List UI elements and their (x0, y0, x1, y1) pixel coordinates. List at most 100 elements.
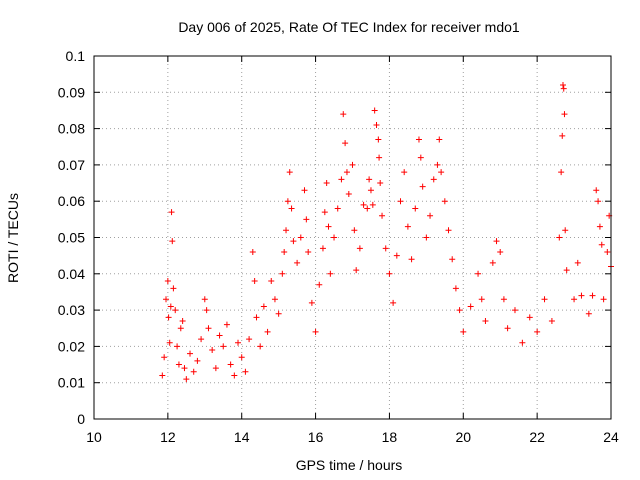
data-point (170, 285, 177, 292)
data-point (203, 307, 210, 314)
data-point (284, 198, 291, 205)
data-point (397, 198, 404, 205)
data-point (366, 176, 373, 183)
data-point (205, 325, 212, 332)
x-tick-label: 16 (308, 429, 324, 445)
data-point (342, 140, 349, 147)
x-tick-label: 12 (160, 429, 176, 445)
data-point (165, 314, 172, 321)
data-point (168, 209, 175, 216)
data-point (338, 176, 345, 183)
data-point (172, 307, 179, 314)
data-point (589, 292, 596, 299)
data-point (179, 317, 186, 324)
data-point (561, 111, 568, 118)
x-tick-label: 14 (234, 429, 250, 445)
y-tick-label: 0.06 (58, 193, 85, 209)
data-point (356, 245, 363, 252)
data-point (478, 296, 485, 303)
data-point (345, 190, 352, 197)
y-tick-label: 0.05 (58, 230, 85, 246)
data-point (364, 205, 371, 212)
data-point (449, 256, 456, 263)
data-point (308, 299, 315, 306)
data-point (390, 299, 397, 306)
data-point (161, 354, 168, 361)
data-point (312, 328, 319, 335)
data-point (417, 154, 424, 161)
data-point (316, 281, 323, 288)
data-point (323, 180, 330, 187)
data-point (386, 270, 393, 277)
data-point (593, 187, 600, 194)
data-point (445, 227, 452, 234)
data-point (167, 303, 174, 310)
y-tick-label: 0.03 (58, 302, 85, 318)
data-point (264, 328, 271, 335)
data-point (526, 314, 533, 321)
data-point (393, 252, 400, 259)
data-point (209, 347, 216, 354)
data-point (187, 350, 194, 357)
data-point (321, 209, 328, 216)
data-point (353, 267, 360, 274)
data-point (159, 372, 166, 379)
data-point (288, 205, 295, 212)
data-point (377, 180, 384, 187)
data-point (334, 205, 341, 212)
data-point (257, 343, 264, 350)
data-point (598, 241, 605, 248)
data-point (271, 296, 278, 303)
data-point (163, 296, 170, 303)
data-point (541, 296, 548, 303)
data-point (198, 336, 205, 343)
data-point (249, 249, 256, 256)
data-point (467, 303, 474, 310)
data-point (375, 136, 382, 143)
data-point (559, 132, 566, 139)
data-point (563, 267, 570, 274)
data-point (511, 307, 518, 314)
data-point (578, 292, 585, 299)
data-point (327, 270, 334, 277)
data-point (286, 169, 293, 176)
data-point (340, 111, 347, 118)
data-point (604, 249, 611, 256)
data-point (559, 82, 566, 89)
data-point (379, 212, 386, 219)
data-point (427, 212, 434, 219)
data-point (419, 183, 426, 190)
y-tick-label: 0.08 (58, 121, 85, 137)
axis-ticks: 10 12 14 16 18 20 22 24 0 0.01 0.02 0.03 0.04 0.05 0.0… (58, 48, 619, 445)
data-point (475, 270, 482, 277)
data-point (246, 336, 253, 343)
data-point (227, 361, 234, 368)
data-point (534, 328, 541, 335)
y-tick-label: 0 (77, 411, 85, 427)
data-point (253, 314, 260, 321)
data-point (194, 357, 201, 364)
data-point (223, 321, 230, 328)
data-point (436, 136, 443, 143)
data-point (360, 201, 367, 208)
data-point (349, 161, 356, 168)
data-point (369, 201, 376, 208)
data-point (596, 223, 603, 230)
data-point (600, 296, 607, 303)
data-point (376, 154, 383, 161)
y-tick-label: 0.09 (58, 84, 85, 100)
data-point (297, 234, 304, 241)
data-point (325, 223, 332, 230)
data-point (212, 365, 219, 372)
data-point (290, 238, 297, 245)
data-point (408, 256, 415, 263)
data-point (283, 227, 290, 234)
data-point (275, 310, 282, 317)
data-point (343, 169, 350, 176)
data-point (456, 307, 463, 314)
x-tick-label: 18 (382, 429, 398, 445)
data-point (558, 169, 565, 176)
data-point (164, 278, 171, 285)
data-point (367, 187, 374, 194)
x-tick-label: 22 (529, 429, 545, 445)
